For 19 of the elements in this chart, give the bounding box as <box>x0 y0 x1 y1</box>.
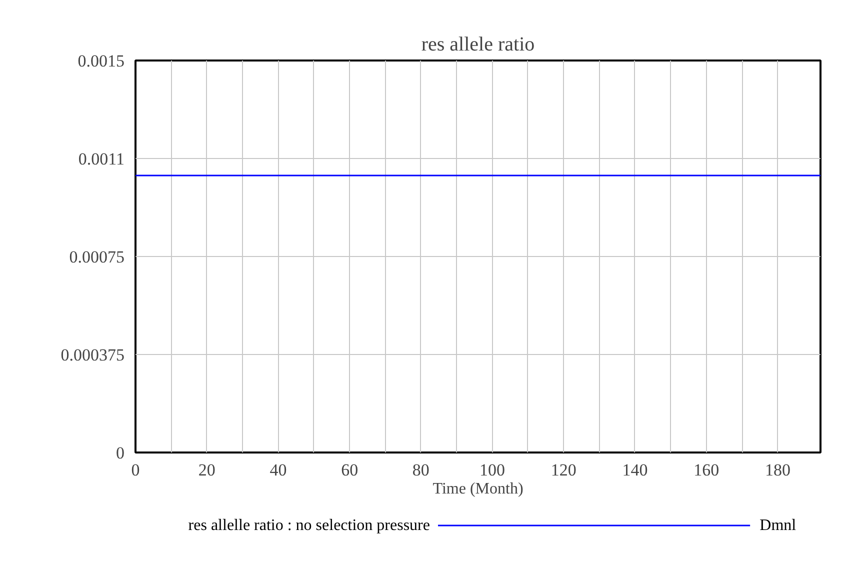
x-axis-title: Time (Month) <box>432 480 524 498</box>
y-tick-label: 0 <box>116 444 124 462</box>
x-tick-label: 140 <box>622 460 648 480</box>
x-tick-label: 120 <box>550 460 576 480</box>
y-tick-label: 0.000375 <box>60 346 124 364</box>
x-tick-label: 0 <box>131 460 140 480</box>
x-tick-label: 100 <box>480 460 506 480</box>
x-tick-label: 80 <box>412 460 430 480</box>
x-tick-label: 160 <box>694 460 720 480</box>
x-tick-label: 20 <box>198 460 216 480</box>
text: Dmnl <box>760 517 797 534</box>
y-tick-label: 0.0015 <box>78 52 124 70</box>
x-tick-label: 40 <box>270 460 287 480</box>
y-tick-label: 0.0011 <box>78 150 125 168</box>
y-tick-label: 0.00075 <box>69 248 124 266</box>
chart-title: res allele ratio <box>421 34 535 56</box>
x-tick-label: 180 <box>764 460 790 480</box>
text: res allelle ratio : no selection pressure <box>188 517 430 534</box>
x-tick-label: 60 <box>341 460 358 480</box>
